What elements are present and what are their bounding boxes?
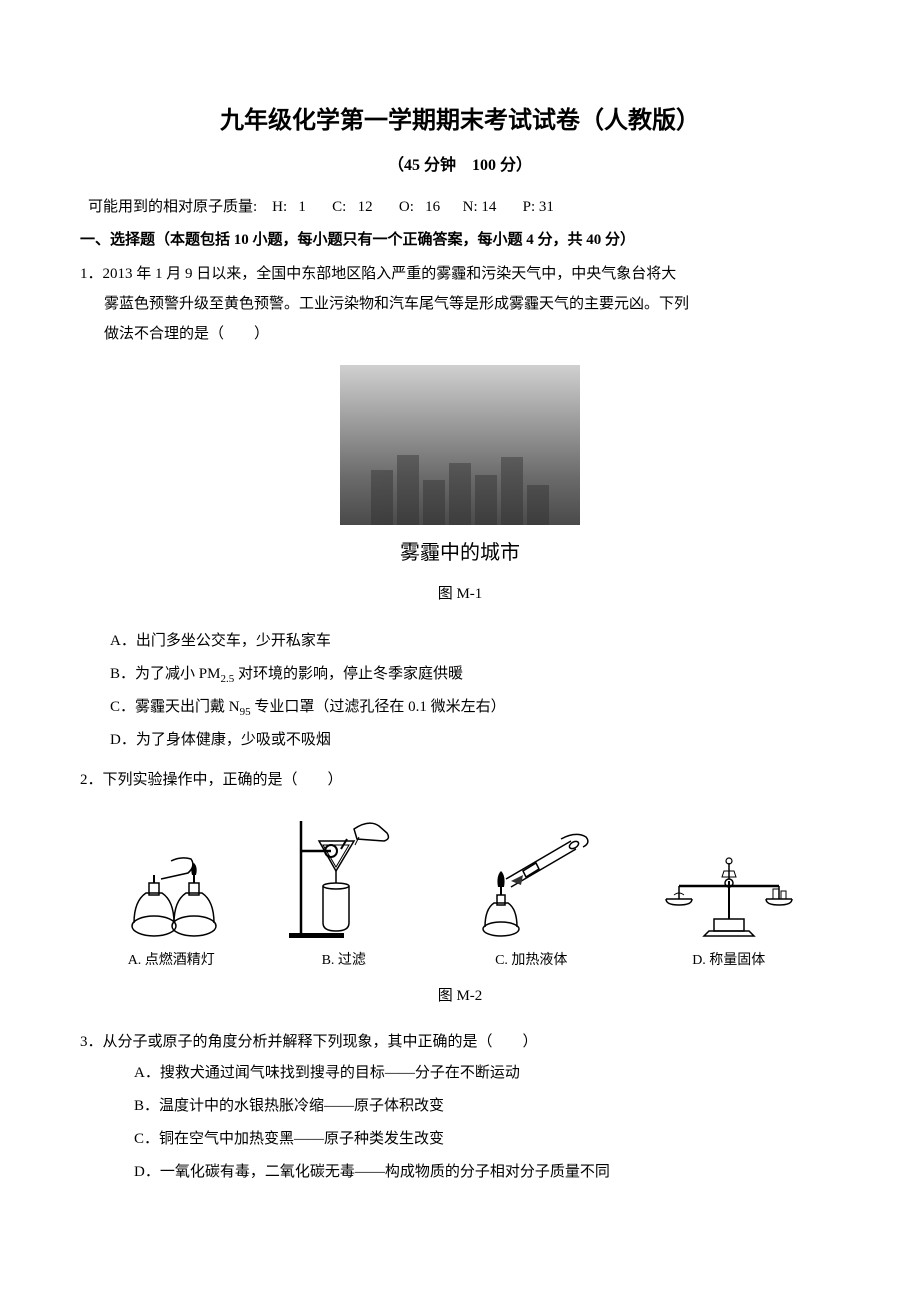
filter-icon [279, 811, 409, 941]
atomic-masses-line: 可能用到的相对原子质量: H: 1 C: 12 O: 16 N: 14 P: 3… [80, 195, 840, 216]
q1-stem-line2: 雾蓝色预警升级至黄色预警。工业污染物和汽车尾气等是形成雾霾天气的主要元凶。下列 [80, 289, 840, 319]
q1-optb-sub: 2.5 [220, 673, 234, 685]
mass-n-el: N: [463, 199, 478, 216]
q2-item-d-label: D. 称量固体 [654, 947, 804, 975]
q2-stem: 2．下列实验操作中，正确的是（ ） [80, 765, 840, 795]
q3-option-c: C．铜在空气中加热变黑——原子种类发生改变 [134, 1123, 840, 1156]
q1-option-c: C．雾霾天出门戴 N95 专业口罩（过滤孔径在 0.1 微米左右） [110, 691, 840, 724]
mass-h-val: 1 [298, 199, 306, 216]
q2-figure-label: 图 M-2 [80, 981, 840, 1011]
smog-buildings [340, 445, 580, 525]
q1-figure-label: 图 M-1 [80, 579, 840, 609]
mass-n-val: 14 [481, 199, 496, 216]
q1-optc-sub: 95 [240, 706, 251, 718]
q1-stem-line1: 1．2013 年 1 月 9 日以来，全国中东部地区陷入严重的雾霾和污染天气中，… [80, 259, 840, 289]
mass-c-el: C: [332, 199, 346, 216]
mass-p-val: 31 [539, 199, 554, 216]
q2-item-a-label: A. 点燃酒精灯 [116, 947, 226, 975]
q3-stem: 3．从分子或原子的角度分析并解释下列现象，其中正确的是（ ） [80, 1027, 840, 1057]
q2-item-c-label: C. 加热液体 [461, 947, 601, 975]
q3-option-b: B．温度计中的水银热胀冷缩——原子体积改变 [134, 1090, 840, 1123]
heat-liquid-icon [461, 821, 601, 941]
q1-options: A．出门多坐公交车，少开私家车 B．为了减小 PM2.5 对环境的影响，停止冬季… [80, 625, 840, 757]
q2-experiment-row: A. 点燃酒精灯 B. 过滤 [80, 811, 840, 975]
smog-caption: 雾霾中的城市 [80, 533, 840, 573]
exam-title: 九年级化学第一学期期末考试试卷（人教版） [80, 100, 840, 135]
mass-o-el: O: [399, 199, 414, 216]
q1-option-d: D．为了身体健康，少吸或不吸烟 [110, 724, 840, 757]
exam-subtitle: （45 分钟 100 分） [80, 151, 840, 175]
question-1: 1．2013 年 1 月 9 日以来，全国中东部地区陷入严重的雾霾和污染天气中，… [80, 259, 840, 757]
q3-options: A．搜救犬通过闻气味找到搜寻的目标——分子在不断运动 B．温度计中的水银热胀冷缩… [80, 1057, 840, 1189]
q1-optb-post: 对环境的影响，停止冬季家庭供暖 [234, 666, 463, 682]
q2-item-a: A. 点燃酒精灯 [116, 831, 226, 975]
q1-optc-pre: C．雾霾天出门戴 N [110, 699, 240, 715]
mass-h-el: H: [272, 199, 287, 216]
q3-option-a: A．搜救犬通过闻气味找到搜寻的目标——分子在不断运动 [134, 1057, 840, 1090]
q3-option-d: D．一氧化碳有毒，二氧化碳无毒——构成物质的分子相对分子质量不同 [134, 1156, 840, 1189]
q1-option-a: A．出门多坐公交车，少开私家车 [110, 625, 840, 658]
question-3: 3．从分子或原子的角度分析并解释下列现象，其中正确的是（ ） A．搜救犬通过闻气… [80, 1027, 840, 1189]
q1-option-b: B．为了减小 PM2.5 对环境的影响，停止冬季家庭供暖 [110, 658, 840, 691]
q2-item-d: D. 称量固体 [654, 841, 804, 975]
alcohol-lamp-icon [116, 831, 226, 941]
q2-item-b: B. 过滤 [279, 811, 409, 975]
smog-image [340, 365, 580, 525]
q1-optc-post: 专业口罩（过滤孔径在 0.1 微米左右） [251, 699, 506, 715]
q1-figure: 雾霾中的城市 图 M-1 [80, 365, 840, 609]
section1-header: 一、选择题（本题包括 10 小题，每小题只有一个正确答案，每小题 4 分，共 4… [80, 228, 840, 249]
q2-item-b-label: B. 过滤 [279, 947, 409, 975]
balance-icon [654, 841, 804, 941]
mass-p-el: P: [523, 199, 536, 216]
q2-item-c: C. 加热液体 [461, 821, 601, 975]
atomic-masses-label: 可能用到的相对原子质量: [88, 195, 257, 216]
q1-stem-line3: 做法不合理的是（ ） [80, 319, 840, 349]
mass-c-val: 12 [358, 199, 373, 216]
q1-optb-pre: B．为了减小 PM [110, 666, 220, 682]
question-2: 2．下列实验操作中，正确的是（ ） A. 点燃酒精灯 [80, 765, 840, 1011]
mass-o-val: 16 [425, 199, 440, 216]
